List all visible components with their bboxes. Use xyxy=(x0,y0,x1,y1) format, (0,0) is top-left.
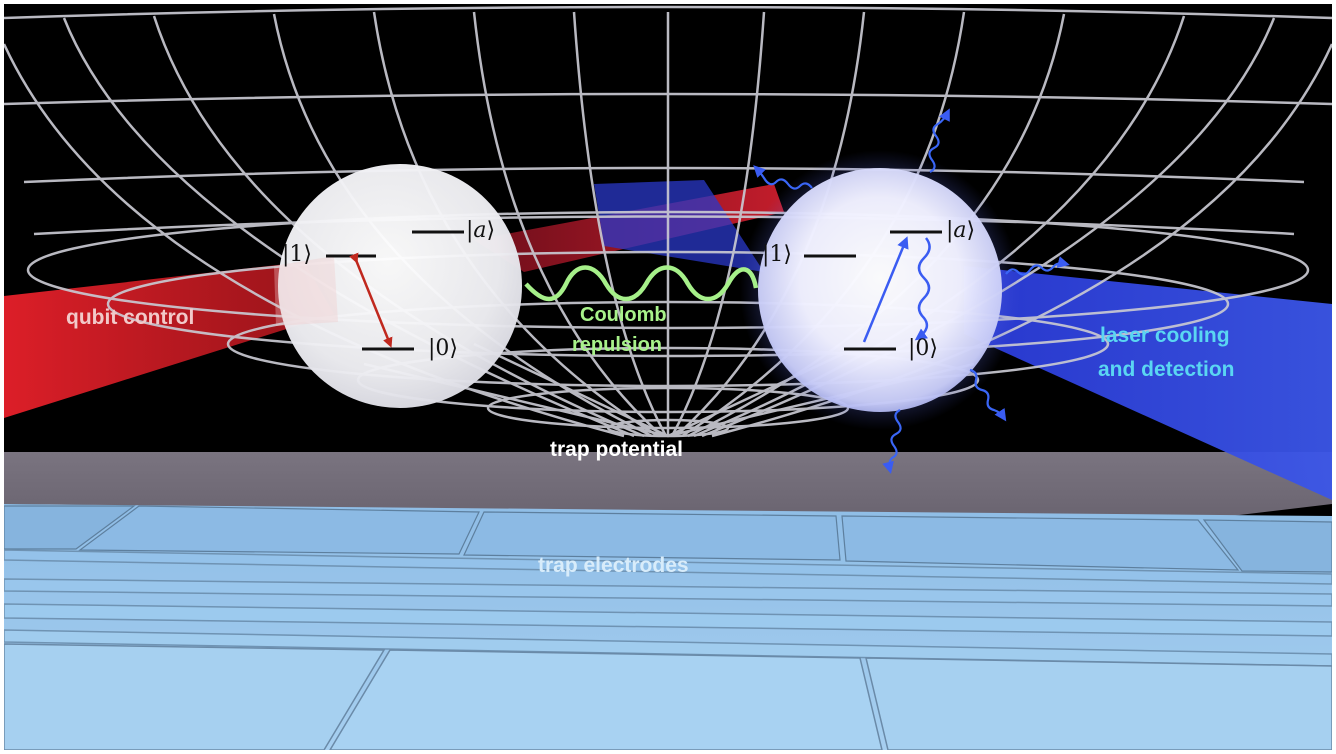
blue-beam-back xyxy=(594,180,764,272)
right-ket-a: |a⟩ xyxy=(946,218,975,243)
left-ket-a-close: ⟩ xyxy=(486,218,496,243)
trap-electrodes-label: trap electrodes xyxy=(538,554,689,577)
right-energy-levels xyxy=(804,230,942,351)
trap-electrodes-shapes xyxy=(4,505,1332,573)
left-ket-0: |0⟩ xyxy=(428,336,458,361)
right-ket-1: |1⟩ xyxy=(762,242,792,267)
laser-label-line1: laser cooling xyxy=(1100,324,1230,347)
red-beam-left xyxy=(4,262,334,418)
trapped-ion-scene xyxy=(4,4,1332,750)
left-ket-1: |1⟩ xyxy=(282,242,312,267)
chip-wall xyxy=(4,452,1332,518)
trap-potential-label: trap potential xyxy=(550,438,684,461)
blue-wavy-arrow-icon xyxy=(914,237,931,341)
figure: |1⟩ |a⟩ |0⟩ |1⟩ |a⟩ |0⟩ qubit control Co… xyxy=(4,4,1332,750)
right-ion xyxy=(758,168,1002,412)
blue-arrow-icon xyxy=(862,236,909,343)
blue-wavy-photon-icon xyxy=(753,108,1070,474)
qubit-control-label: qubit control xyxy=(66,306,195,329)
trap-rails xyxy=(4,549,1332,667)
coulomb-label-line2: repulsion xyxy=(572,334,663,356)
green-wave-icon xyxy=(524,265,759,302)
left-ket-a: |a⟩ xyxy=(466,218,495,243)
red-double-arrow-icon xyxy=(349,252,393,348)
trap-potential-grid xyxy=(4,5,1332,438)
left-ket-a-open: | xyxy=(466,218,474,243)
front-electrodes xyxy=(4,643,1332,750)
left-ion xyxy=(278,164,522,408)
right-ket-0: |0⟩ xyxy=(908,336,938,361)
laser-label-line2: and detection xyxy=(1098,358,1235,381)
right-ket-a-close: ⟩ xyxy=(966,218,976,243)
right-ket-a-symbol: a xyxy=(953,218,967,243)
left-ket-a-symbol: a xyxy=(473,218,487,243)
right-ket-a-open: | xyxy=(946,218,954,243)
coulomb-label-line1: Coulomb xyxy=(580,304,667,326)
